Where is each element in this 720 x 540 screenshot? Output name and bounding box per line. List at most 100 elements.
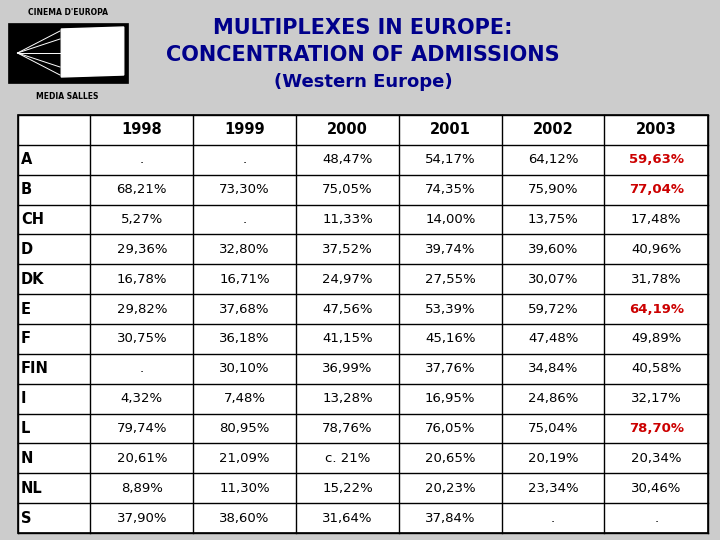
Text: FIN: FIN — [21, 361, 49, 376]
Text: 59,63%: 59,63% — [629, 153, 684, 166]
Text: 75,90%: 75,90% — [528, 183, 578, 196]
Text: .: . — [243, 153, 247, 166]
Text: 31,78%: 31,78% — [631, 273, 682, 286]
Text: 36,99%: 36,99% — [323, 362, 373, 375]
Text: 13,28%: 13,28% — [322, 392, 373, 405]
Text: 78,76%: 78,76% — [323, 422, 373, 435]
Text: MEDIA SALLES: MEDIA SALLES — [36, 92, 99, 101]
Text: 16,78%: 16,78% — [117, 273, 167, 286]
Text: 1999: 1999 — [225, 123, 265, 137]
Text: S: S — [21, 511, 32, 525]
Text: A: A — [21, 152, 32, 167]
Text: 37,76%: 37,76% — [425, 362, 476, 375]
Text: 76,05%: 76,05% — [425, 422, 475, 435]
Text: 59,72%: 59,72% — [528, 302, 578, 315]
Text: 2000: 2000 — [327, 123, 368, 137]
Text: N: N — [21, 451, 33, 466]
Text: D: D — [21, 242, 33, 257]
Text: 17,48%: 17,48% — [631, 213, 682, 226]
Text: 7,48%: 7,48% — [224, 392, 266, 405]
Text: 32,80%: 32,80% — [220, 243, 270, 256]
Text: 30,10%: 30,10% — [220, 362, 270, 375]
Text: 40,58%: 40,58% — [631, 362, 681, 375]
Text: 53,39%: 53,39% — [425, 302, 476, 315]
Text: 45,16%: 45,16% — [425, 333, 475, 346]
Text: CONCENTRATION OF ADMISSIONS: CONCENTRATION OF ADMISSIONS — [166, 45, 560, 65]
Text: 64,12%: 64,12% — [528, 153, 578, 166]
Text: 20,19%: 20,19% — [528, 452, 578, 465]
Text: 2003: 2003 — [636, 123, 677, 137]
Text: 37,90%: 37,90% — [117, 511, 167, 524]
Text: 73,30%: 73,30% — [220, 183, 270, 196]
Text: F: F — [21, 332, 31, 347]
Text: 39,74%: 39,74% — [425, 243, 475, 256]
Text: B: B — [21, 182, 32, 197]
Text: 20,65%: 20,65% — [425, 452, 475, 465]
Text: 39,60%: 39,60% — [528, 243, 578, 256]
Text: 54,17%: 54,17% — [425, 153, 476, 166]
Text: 29,82%: 29,82% — [117, 302, 167, 315]
Text: 36,18%: 36,18% — [220, 333, 270, 346]
Text: 30,07%: 30,07% — [528, 273, 578, 286]
Text: 14,00%: 14,00% — [425, 213, 475, 226]
Text: 20,61%: 20,61% — [117, 452, 167, 465]
Text: 20,23%: 20,23% — [425, 482, 476, 495]
Text: .: . — [140, 362, 144, 375]
Text: MULTIPLEXES IN EUROPE:: MULTIPLEXES IN EUROPE: — [213, 18, 513, 38]
Text: 27,55%: 27,55% — [425, 273, 476, 286]
Text: 20,34%: 20,34% — [631, 452, 682, 465]
Text: 80,95%: 80,95% — [220, 422, 270, 435]
Text: .: . — [243, 213, 247, 226]
Text: 16,71%: 16,71% — [220, 273, 270, 286]
Text: (Western Europe): (Western Europe) — [274, 73, 452, 91]
Text: NL: NL — [21, 481, 42, 496]
Text: 64,19%: 64,19% — [629, 302, 684, 315]
Text: 79,74%: 79,74% — [117, 422, 167, 435]
FancyBboxPatch shape — [7, 23, 127, 83]
Text: 47,56%: 47,56% — [323, 302, 373, 315]
Text: 37,68%: 37,68% — [220, 302, 270, 315]
Text: 8,89%: 8,89% — [121, 482, 163, 495]
Text: E: E — [21, 301, 31, 316]
Text: 29,36%: 29,36% — [117, 243, 167, 256]
Text: I: I — [21, 391, 27, 406]
Text: 24,97%: 24,97% — [323, 273, 373, 286]
Text: 2001: 2001 — [430, 123, 471, 137]
Text: 30,75%: 30,75% — [117, 333, 167, 346]
Text: 41,15%: 41,15% — [322, 333, 373, 346]
Text: 74,35%: 74,35% — [425, 183, 476, 196]
Text: 78,70%: 78,70% — [629, 422, 684, 435]
Text: 4,32%: 4,32% — [121, 392, 163, 405]
Polygon shape — [61, 27, 124, 77]
Text: 49,89%: 49,89% — [631, 333, 681, 346]
Text: 75,05%: 75,05% — [322, 183, 373, 196]
Text: 47,48%: 47,48% — [528, 333, 578, 346]
Text: 11,30%: 11,30% — [220, 482, 270, 495]
Text: 13,75%: 13,75% — [528, 213, 578, 226]
Text: 34,84%: 34,84% — [528, 362, 578, 375]
Text: DK: DK — [21, 272, 45, 287]
Text: .: . — [551, 511, 555, 524]
Text: 21,09%: 21,09% — [220, 452, 270, 465]
Text: 48,47%: 48,47% — [323, 153, 373, 166]
Text: CINEMA D'EUROPA: CINEMA D'EUROPA — [27, 8, 107, 17]
Text: 31,64%: 31,64% — [323, 511, 373, 524]
Text: CH: CH — [21, 212, 44, 227]
Text: 38,60%: 38,60% — [220, 511, 270, 524]
Text: 68,21%: 68,21% — [117, 183, 167, 196]
Text: 23,34%: 23,34% — [528, 482, 578, 495]
Text: 5,27%: 5,27% — [121, 213, 163, 226]
Text: .: . — [140, 153, 144, 166]
Text: 75,04%: 75,04% — [528, 422, 578, 435]
Text: 40,96%: 40,96% — [631, 243, 681, 256]
Text: 11,33%: 11,33% — [322, 213, 373, 226]
Text: .: . — [654, 511, 658, 524]
Text: 24,86%: 24,86% — [528, 392, 578, 405]
Text: 2002: 2002 — [533, 123, 573, 137]
Text: 32,17%: 32,17% — [631, 392, 682, 405]
Text: 30,46%: 30,46% — [631, 482, 681, 495]
Text: L: L — [21, 421, 30, 436]
Text: 15,22%: 15,22% — [322, 482, 373, 495]
Text: c. 21%: c. 21% — [325, 452, 370, 465]
Text: 37,84%: 37,84% — [425, 511, 475, 524]
